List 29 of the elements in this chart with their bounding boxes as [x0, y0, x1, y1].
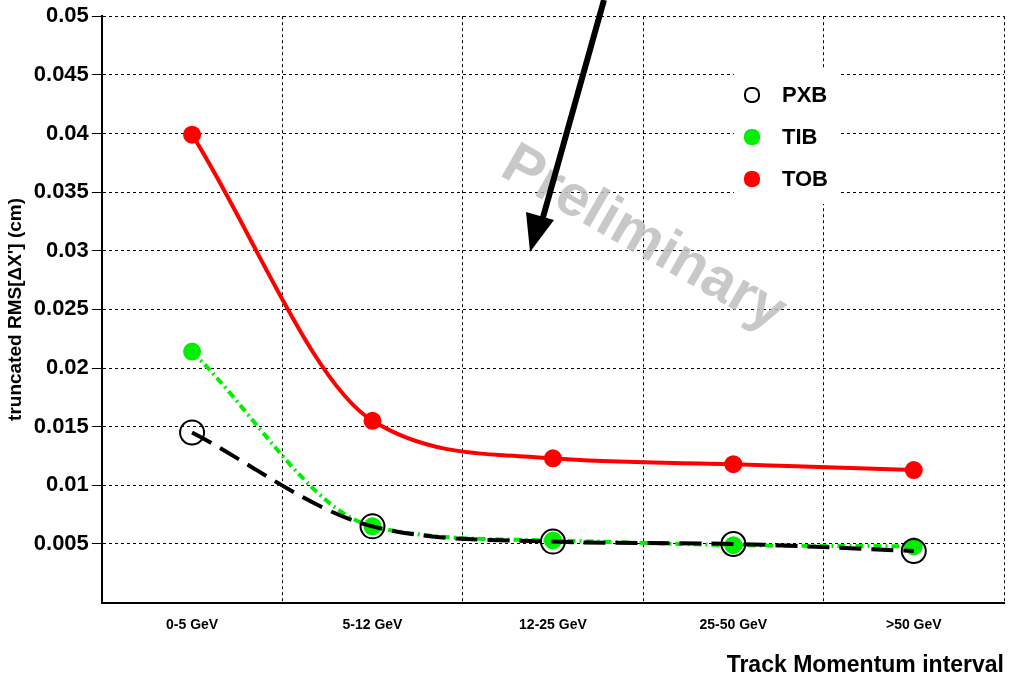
- point: [179, 419, 206, 446]
- y-tick-label: 0.005: [33, 530, 89, 556]
- legend-label: PXB: [781, 82, 828, 108]
- x-tick-label: >50 GeV: [885, 615, 943, 632]
- y-tick-label: 0.045: [33, 60, 89, 86]
- y-tick-label: 0.015: [33, 412, 89, 438]
- point: [904, 461, 923, 480]
- x-tick-label: 5-12 GeV: [342, 615, 404, 632]
- x-tick-label: 0-5 GeV: [166, 615, 219, 632]
- point: [720, 530, 747, 557]
- point: [724, 455, 743, 474]
- y-tick-label: 0.05: [46, 2, 89, 28]
- point: [183, 342, 202, 361]
- y-tick-label: 0.03: [46, 236, 89, 262]
- y-tick-label: 0.01: [46, 471, 89, 497]
- x-tick-label: 12-25 GeV: [519, 615, 588, 632]
- point: [539, 528, 566, 555]
- y-tick-label: 0.02: [46, 354, 89, 380]
- point: [900, 538, 927, 564]
- y-tick-label: 0.035: [33, 178, 89, 204]
- x-axis-title: Track Momentum interval: [726, 650, 1004, 677]
- point: [363, 411, 382, 430]
- point: [183, 125, 202, 144]
- y-axis-title: truncated RMS[ΔX'] (cm): [3, 197, 25, 421]
- point: [543, 449, 562, 468]
- y-tick-label: 0.04: [46, 119, 90, 145]
- x-tick-label: 25-50 GeV: [699, 615, 768, 632]
- legend-label: TIB: [781, 124, 818, 149]
- y-tick-label: 0.025: [33, 295, 89, 321]
